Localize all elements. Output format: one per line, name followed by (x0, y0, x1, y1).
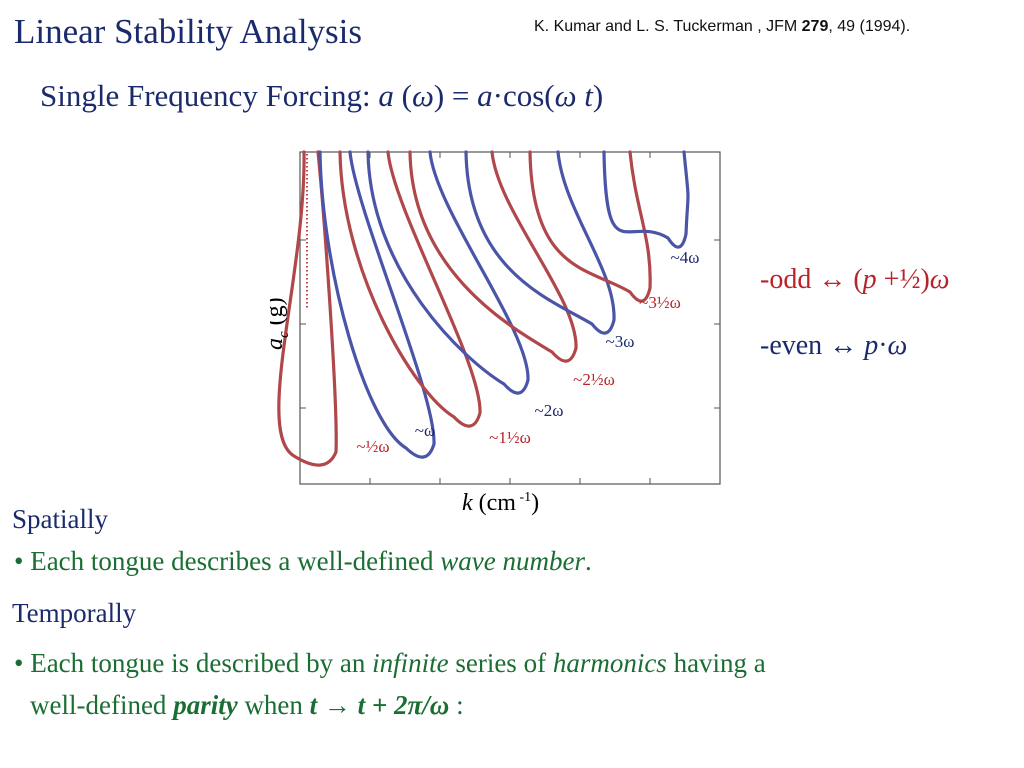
citation-rest: , 49 (1994). (828, 18, 911, 35)
heading-temporally: Temporally (12, 598, 137, 628)
legend-even-p: p (864, 330, 879, 361)
bullet2-em1: infinite (372, 648, 449, 678)
eq-cos: ·cos( (492, 78, 555, 113)
tongue-even (602, 150, 690, 249)
eq-t: t (576, 78, 593, 113)
tongue-even (366, 150, 530, 395)
citation: K. Kumar and L. S. Tuckerman , JFM 279, … (534, 18, 910, 36)
tongue-label: ~2ω (535, 401, 564, 420)
heading-spatially: Spatially (12, 504, 108, 534)
eq-close: ) (592, 78, 604, 113)
tongue-label: ~3½ω (639, 293, 681, 312)
citation-authors: K. Kumar and L. S. Tuckerman , JFM (534, 18, 802, 35)
bullet2-end: having a (666, 648, 766, 678)
bullet2b-when: when (237, 690, 310, 720)
tongue-label: ~2½ω (573, 370, 615, 389)
xlabel-sup: -1 (516, 490, 531, 505)
bullet2-mid: series of (448, 648, 553, 678)
bullet-spatial: • Each tongue describes a well-defined w… (14, 546, 592, 577)
bullet2b-formula: t → t + 2π/ω (309, 690, 450, 720)
eq-a: a (378, 78, 394, 113)
bullet1-em: wave number (440, 546, 585, 576)
bullet2b-parity: parity (173, 690, 238, 720)
y-axis-label: ac (g) (270, 297, 292, 350)
legend-odd: -odd ↔ (p +½)ω (760, 264, 950, 296)
eq-omega: ω (411, 78, 434, 113)
bullet2-mark: • (14, 648, 31, 678)
bullet-temporal: • Each tongue is described by an infinit… (14, 648, 766, 679)
tongue-curves (277, 150, 690, 467)
ylabel-unit: (g) (270, 297, 288, 331)
ylabel-sub: c (276, 331, 292, 338)
bullet2-em2: harmonics (552, 648, 667, 678)
bullet1-mark: • (14, 546, 31, 576)
citation-volume: 279 (801, 18, 829, 35)
legend-even-omega: ω (887, 330, 908, 361)
tongue-odd (408, 150, 578, 363)
xlabel-var: k (462, 490, 473, 516)
tongue-label: ~1½ω (489, 428, 531, 447)
legend-even: -even ↔ p·ω (760, 330, 907, 362)
subtitle-prefix: Single Frequency Forcing: (40, 78, 379, 113)
tongue-odd (528, 150, 652, 303)
bullet2-text: Each tongue is described by an (30, 648, 373, 678)
tongue-even (464, 150, 616, 335)
tongue-label: ~3ω (606, 332, 635, 351)
eq-omega2: ω (554, 78, 577, 113)
legend-odd-omega: ω (929, 264, 950, 295)
slide-title: Linear Stability Analysis (14, 12, 363, 51)
tongue-odd (277, 150, 338, 467)
xlabel-end: ) (531, 490, 539, 516)
svg-text:k (cm -1): k (cm -1) (462, 490, 539, 516)
bullet2b-text: well-defined (30, 690, 174, 720)
eq-a2: a (477, 78, 493, 113)
tongue-label: ~½ω (356, 437, 389, 456)
legend-even-dash: - (760, 330, 770, 361)
eq-mid: ) = (433, 78, 478, 113)
bullet-temporal-continued: well-defined parity when t → t + 2π/ω : (30, 690, 464, 721)
eq-open: ( (393, 78, 412, 113)
tongue-label: ~4ω (671, 248, 700, 267)
axis-ticks (300, 152, 720, 484)
legend-odd-p: p (862, 264, 877, 295)
bullet1-end: . (585, 546, 592, 576)
tongue-labels: ~½ω ~ω ~1½ω~2ω ~2½ω ~3ω ~3½ω ~4ω (356, 248, 699, 456)
legend-even-label: even ↔ (769, 330, 865, 361)
x-axis-label: k (cm -1) (462, 490, 539, 516)
legend-even-dot: · (878, 330, 888, 361)
bullet1-text: Each tongue describes a well-defined (30, 546, 441, 576)
subtitle: Single Frequency Forcing: a (ω) = a·cos(… (40, 78, 603, 114)
legend-odd-label: odd ↔ ( (769, 264, 863, 295)
legend-odd-dash: - (760, 264, 770, 295)
legend-odd-frac: +½) (876, 264, 930, 295)
stability-tongue-chart: ~½ω ~ω ~1½ω~2ω ~2½ω ~3ω ~3½ω ~4ω ac (g) k (cm … (270, 150, 721, 516)
tongue-odd (338, 150, 482, 428)
tongue-label: ~ω (415, 421, 435, 440)
xlabel-unit: (cm (473, 490, 517, 516)
ylabel-var: a (270, 338, 288, 350)
tongue-even (318, 150, 436, 459)
bullet2b-end: : (449, 690, 464, 720)
svg-text:ac (g): ac (g) (270, 297, 292, 350)
